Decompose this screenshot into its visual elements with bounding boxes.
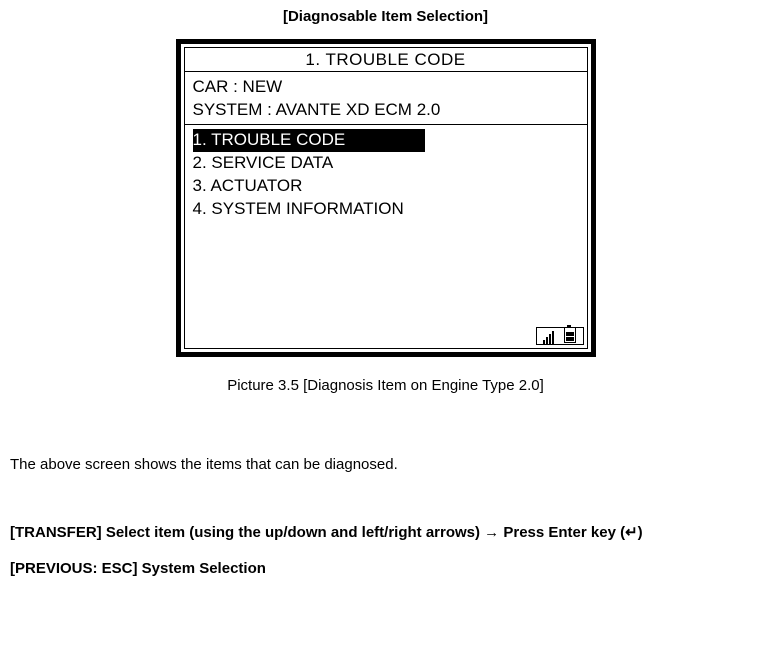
menu-item-system-information[interactable]: 4. SYSTEM INFORMATION	[193, 198, 408, 221]
description-text: The above screen shows the items that ca…	[10, 454, 761, 475]
instruction-previous: [PREVIOUS: ESC] System Selection	[10, 551, 761, 587]
info-block: CAR : NEW SYSTEM : AVANTE XD ECM 2.0	[185, 72, 587, 125]
menu-item-trouble-code[interactable]: 1. TROUBLE CODE	[193, 129, 426, 152]
menu-item-service-data[interactable]: 2. SERVICE DATA	[193, 152, 338, 175]
battery-icon	[564, 327, 576, 343]
info-car: CAR : NEW	[193, 76, 579, 99]
menu-block: 1. TROUBLE CODE 2. SERVICE DATA 3. ACTUA…	[185, 125, 587, 221]
menu-item-actuator[interactable]: 3. ACTUATOR	[193, 175, 307, 198]
instruction-transfer: [TRANSFER] Select item (using the up/dow…	[10, 515, 761, 551]
screen-inner: 1. TROUBLE CODE CAR : NEW SYSTEM : AVANT…	[184, 47, 588, 349]
figure-caption: Picture 3.5 [Diagnosis Item on Engine Ty…	[0, 377, 771, 394]
info-system: SYSTEM : AVANTE XD ECM 2.0	[193, 99, 579, 122]
signal-icon	[543, 331, 554, 344]
status-bar	[536, 327, 584, 345]
screen-header: 1. TROUBLE CODE	[185, 48, 587, 72]
device-screen: 1. TROUBLE CODE CAR : NEW SYSTEM : AVANT…	[176, 39, 596, 357]
instructions-block: [TRANSFER] Select item (using the up/dow…	[10, 515, 761, 587]
page-title: [Diagnosable Item Selection]	[0, 8, 771, 25]
